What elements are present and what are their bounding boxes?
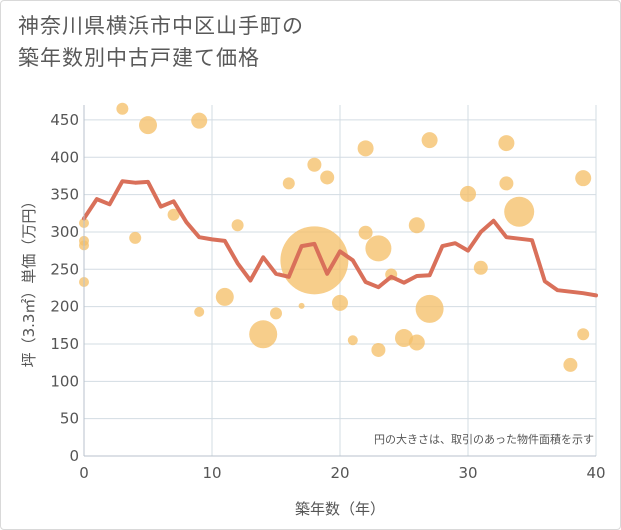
data-bubble bbox=[575, 170, 592, 187]
average-price-line bbox=[82, 179, 598, 298]
data-bubble bbox=[215, 287, 234, 306]
y-tick-label: 350 bbox=[50, 186, 79, 204]
x-tick-label: 10 bbox=[202, 464, 221, 482]
data-bubble bbox=[231, 219, 244, 232]
data-bubble bbox=[167, 208, 180, 221]
data-bubble bbox=[563, 357, 578, 372]
data-bubble bbox=[139, 116, 157, 135]
x-tick-labels: 0 10 20 30 40 bbox=[79, 464, 605, 482]
data-bubble bbox=[499, 176, 514, 191]
x-tick-label: 0 bbox=[79, 464, 89, 482]
data-bubble bbox=[504, 196, 535, 227]
data-bubble bbox=[320, 170, 335, 185]
y-axis-title: 坪（3.3㎡）単価（万円） bbox=[20, 194, 38, 368]
data-bubble bbox=[408, 217, 425, 234]
data-bubble bbox=[371, 342, 386, 357]
y-tick-label: 50 bbox=[60, 410, 79, 428]
data-bubble bbox=[473, 260, 488, 275]
data-bubble bbox=[332, 294, 348, 311]
data-bubble bbox=[129, 231, 142, 244]
data-bubble bbox=[498, 135, 515, 152]
data-bubble bbox=[415, 294, 444, 323]
y-tick-label: 150 bbox=[50, 335, 79, 353]
y-tick-label: 400 bbox=[50, 148, 79, 166]
bubble-series bbox=[79, 102, 592, 372]
chart-title: 神奈川県横浜市中区山手町の 築年数別中古戸建て価格 bbox=[18, 10, 578, 74]
x-axis-title: 築年数（年） bbox=[295, 500, 385, 518]
x-tick-label: 30 bbox=[458, 464, 477, 482]
title-line-1: 神奈川県横浜市中区山手町の bbox=[18, 14, 304, 38]
bubble-size-note: 円の大きさは、取引のあった物件面積を示す bbox=[374, 432, 594, 446]
data-bubble bbox=[365, 235, 392, 262]
title-line-2: 築年数別中古戸建て価格 bbox=[18, 46, 260, 70]
y-tick-label: 450 bbox=[50, 111, 79, 129]
y-tick-label: 200 bbox=[50, 298, 79, 316]
data-bubble bbox=[307, 157, 322, 172]
data-bubble bbox=[347, 335, 358, 346]
data-bubble bbox=[270, 307, 282, 320]
y-tick-label: 300 bbox=[50, 223, 79, 241]
data-bubble bbox=[116, 102, 129, 115]
x-tick-label: 20 bbox=[330, 464, 349, 482]
y-tick-label: 250 bbox=[50, 260, 79, 278]
data-bubble bbox=[191, 112, 208, 129]
data-bubble bbox=[460, 185, 476, 202]
data-bubble bbox=[298, 302, 305, 309]
y-tick-label: 0 bbox=[69, 447, 79, 465]
data-bubble bbox=[395, 329, 413, 348]
data-bubble bbox=[358, 225, 373, 240]
axes bbox=[83, 105, 596, 457]
data-bubble bbox=[577, 328, 590, 341]
data-bubble bbox=[408, 334, 425, 351]
data-bubble bbox=[282, 177, 295, 190]
y-tick-label: 100 bbox=[50, 372, 79, 390]
data-bubble bbox=[280, 226, 349, 295]
x-tick-label: 40 bbox=[586, 464, 605, 482]
data-bubble bbox=[421, 132, 438, 149]
data-bubble bbox=[249, 320, 278, 349]
y-tick-labels: 0 50 100 150 200 250 300 350 400 450 bbox=[50, 111, 79, 465]
data-bubble bbox=[194, 306, 205, 317]
data-bubble bbox=[357, 140, 374, 157]
